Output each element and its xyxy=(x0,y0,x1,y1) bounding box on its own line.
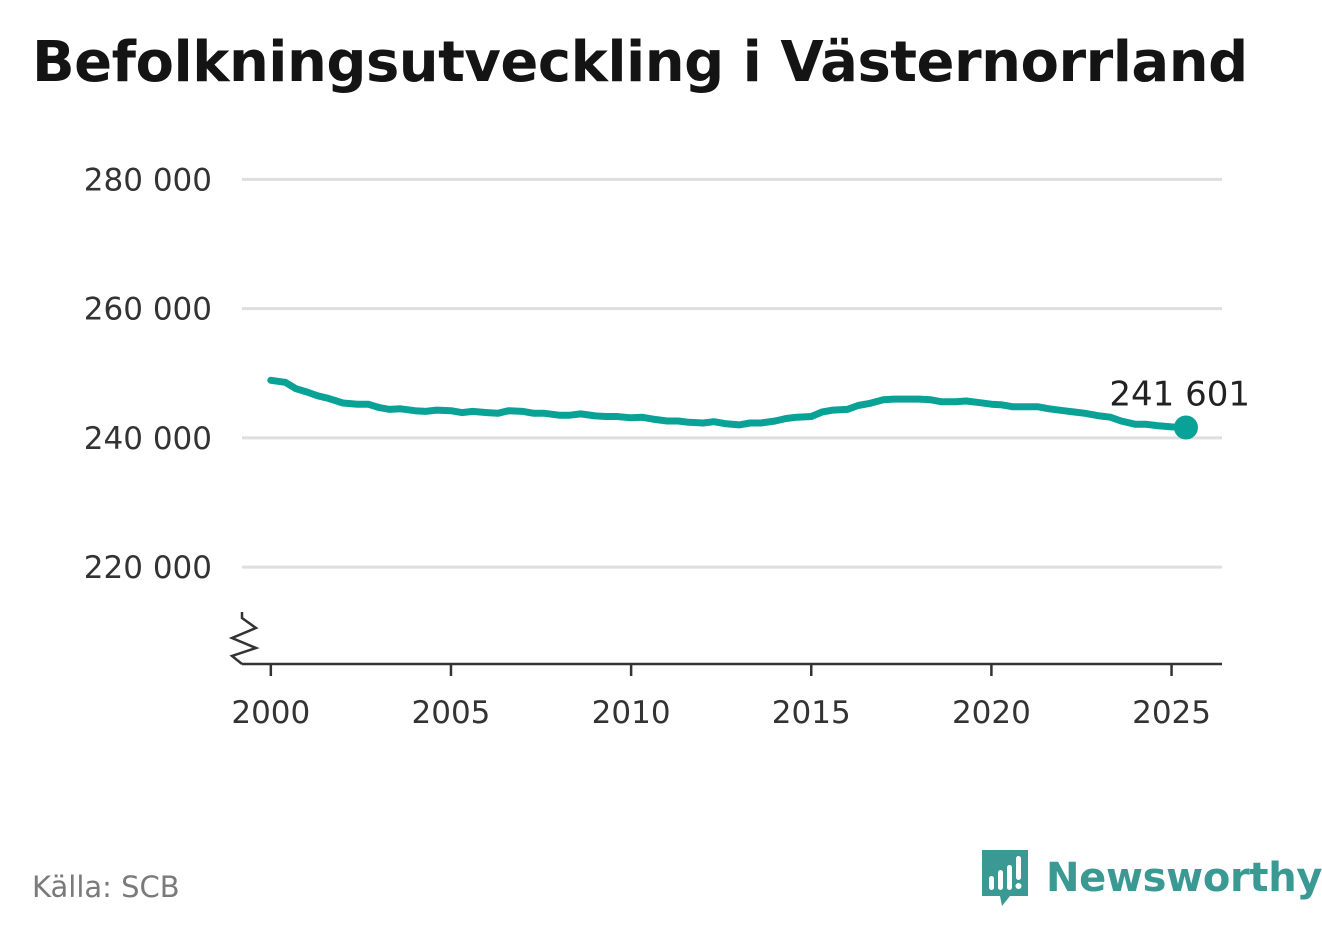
y-tick-label: 220 000 xyxy=(84,550,212,586)
chart-title: Befolkningsutveckling i Västernorrland xyxy=(32,30,1248,95)
y-tick-label: 240 000 xyxy=(84,421,212,457)
x-tick-label: 2020 xyxy=(952,695,1031,731)
x-axis-ticks: 2000 2005 2010 2015 2020 2025 xyxy=(231,664,1211,731)
end-value-label: 241 601 xyxy=(1109,375,1250,415)
x-axis xyxy=(228,612,1222,666)
x-tick-label: 2025 xyxy=(1132,695,1211,731)
x-tick-label: 2010 xyxy=(592,695,671,731)
brand-name: Newsworthy xyxy=(1046,855,1322,901)
brand-logo[interactable]: Newsworthy xyxy=(980,848,1322,908)
x-tick-label: 2015 xyxy=(772,695,851,731)
end-point xyxy=(1173,415,1198,440)
y-tick-label: 280 000 xyxy=(84,162,212,198)
y-axis-ticks: 220 000 240 000 260 000 280 000 xyxy=(84,162,212,586)
y-tick-label: 260 000 xyxy=(84,292,212,328)
axis-break-mark xyxy=(228,612,260,665)
x-tick-label: 2000 xyxy=(231,695,310,731)
gridlines xyxy=(242,177,1222,569)
x-tick-label: 2005 xyxy=(412,695,491,731)
series-layer: 241 601 xyxy=(267,375,1250,440)
newsworthy-logo-icon xyxy=(982,850,1028,906)
series-line xyxy=(267,376,1190,431)
source-note: Källa: SCB xyxy=(32,870,180,904)
